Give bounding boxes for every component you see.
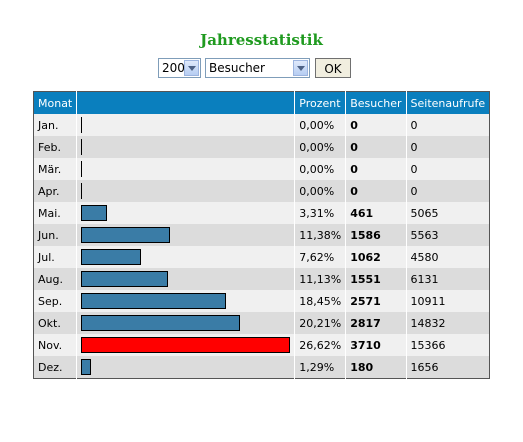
share-bar: [81, 249, 142, 265]
cell-visitors: 1586: [345, 224, 407, 246]
cell-pageviews: 4580: [406, 246, 490, 268]
share-bar: [81, 161, 83, 177]
cell-month: Mai.: [33, 202, 78, 224]
header-percent: Prozent: [294, 91, 347, 114]
cell-pageviews: 0: [406, 136, 490, 158]
cell-pageviews: 0: [406, 180, 490, 202]
share-bar: [81, 205, 108, 221]
cell-bar: [76, 158, 296, 180]
cell-percent: 0,00%: [294, 136, 347, 158]
table-header-row: Monat Prozent Besucher Seitenaufrufe: [33, 91, 490, 114]
cell-visitors: 2571: [345, 290, 407, 312]
cell-visitors: 0: [345, 114, 407, 136]
cell-month: Aug.: [33, 268, 78, 290]
share-bar: [81, 139, 83, 155]
cell-bar: [76, 202, 296, 224]
cell-visitors: 1062: [345, 246, 407, 268]
cell-month: Sep.: [33, 290, 78, 312]
table-row: Feb. 0,00% 0 0: [33, 136, 490, 158]
filter-controls: 2009 Besucher OK: [158, 58, 351, 78]
share-bar: [81, 337, 291, 353]
cell-month: Mär.: [33, 158, 78, 180]
cell-percent: 1,29%: [294, 356, 347, 379]
header-pageviews: Seitenaufrufe: [406, 91, 490, 114]
metric-select-value: Besucher: [209, 61, 265, 75]
share-bar: [81, 359, 92, 375]
cell-visitors: 0: [345, 180, 407, 202]
cell-bar: [76, 246, 296, 268]
cell-bar: [76, 224, 296, 246]
cell-bar: [76, 290, 296, 312]
cell-visitors: 0: [345, 158, 407, 180]
cell-percent: 11,38%: [294, 224, 347, 246]
cell-percent: 3,31%: [294, 202, 347, 224]
table-row: Jul. 7,62% 1062 4580: [33, 246, 490, 268]
cell-visitors: 461: [345, 202, 407, 224]
table-row: Mai. 3,31% 461 5065: [33, 202, 490, 224]
cell-pageviews: 1656: [406, 356, 490, 379]
cell-month: Apr.: [33, 180, 78, 202]
cell-pageviews: 15366: [406, 334, 490, 356]
metric-select[interactable]: Besucher: [205, 58, 310, 78]
cell-month: Jul.: [33, 246, 78, 268]
table-row: Jun. 11,38% 1586 5563: [33, 224, 490, 246]
table-row: Nov. 26,62% 3710 15366: [33, 334, 490, 356]
year-select[interactable]: 2009: [158, 58, 201, 78]
chevron-down-icon[interactable]: [184, 60, 199, 76]
cell-month: Dez.: [33, 356, 78, 379]
cell-bar: [76, 334, 296, 356]
cell-pageviews: 0: [406, 158, 490, 180]
header-visitors: Besucher: [345, 91, 407, 114]
cell-percent: 7,62%: [294, 246, 347, 268]
header-bar: [76, 91, 296, 114]
cell-month: Jun.: [33, 224, 78, 246]
cell-visitors: 3710: [345, 334, 407, 356]
table-row: Sep. 18,45% 2571 10911: [33, 290, 490, 312]
header-month: Monat: [33, 91, 78, 114]
cell-percent: 11,13%: [294, 268, 347, 290]
cell-bar: [76, 356, 296, 379]
share-bar: [81, 271, 169, 287]
cell-visitors: 180: [345, 356, 407, 379]
table-row: Okt. 20,21% 2817 14832: [33, 312, 490, 334]
table-row: Jan. 0,00% 0 0: [33, 114, 490, 136]
cell-bar: [76, 136, 296, 158]
cell-bar: [76, 268, 296, 290]
table-row: Apr. 0,00% 0 0: [33, 180, 490, 202]
share-bar: [81, 117, 83, 133]
cell-percent: 0,00%: [294, 114, 347, 136]
cell-percent: 26,62%: [294, 334, 347, 356]
page-title: Jahresstatistik: [200, 31, 323, 49]
cell-pageviews: 10911: [406, 290, 490, 312]
cell-percent: 0,00%: [294, 158, 347, 180]
cell-pageviews: 0: [406, 114, 490, 136]
chevron-down-icon[interactable]: [293, 60, 308, 76]
cell-visitors: 2817: [345, 312, 407, 334]
cell-bar: [76, 312, 296, 334]
cell-month: Feb.: [33, 136, 78, 158]
cell-percent: 18,45%: [294, 290, 347, 312]
cell-pageviews: 14832: [406, 312, 490, 334]
share-bar: [81, 315, 241, 331]
cell-percent: 0,00%: [294, 180, 347, 202]
share-bar: [81, 227, 171, 243]
cell-month: Jan.: [33, 114, 78, 136]
cell-visitors: 1551: [345, 268, 407, 290]
cell-bar: [76, 114, 296, 136]
table-row: Mär. 0,00% 0 0: [33, 158, 490, 180]
share-bar: [81, 183, 83, 199]
cell-bar: [76, 180, 296, 202]
table-row: Aug. 11,13% 1551 6131: [33, 268, 490, 290]
cell-month: Okt.: [33, 312, 78, 334]
cell-percent: 20,21%: [294, 312, 347, 334]
cell-pageviews: 5563: [406, 224, 490, 246]
cell-pageviews: 5065: [406, 202, 490, 224]
ok-button[interactable]: OK: [315, 58, 351, 78]
cell-visitors: 0: [345, 136, 407, 158]
cell-month: Nov.: [33, 334, 78, 356]
share-bar: [81, 293, 227, 309]
year-stats-table: Monat Prozent Besucher Seitenaufrufe Jan…: [33, 91, 491, 379]
table-row: Dez. 1,29% 180 1656: [33, 356, 490, 379]
cell-pageviews: 6131: [406, 268, 490, 290]
